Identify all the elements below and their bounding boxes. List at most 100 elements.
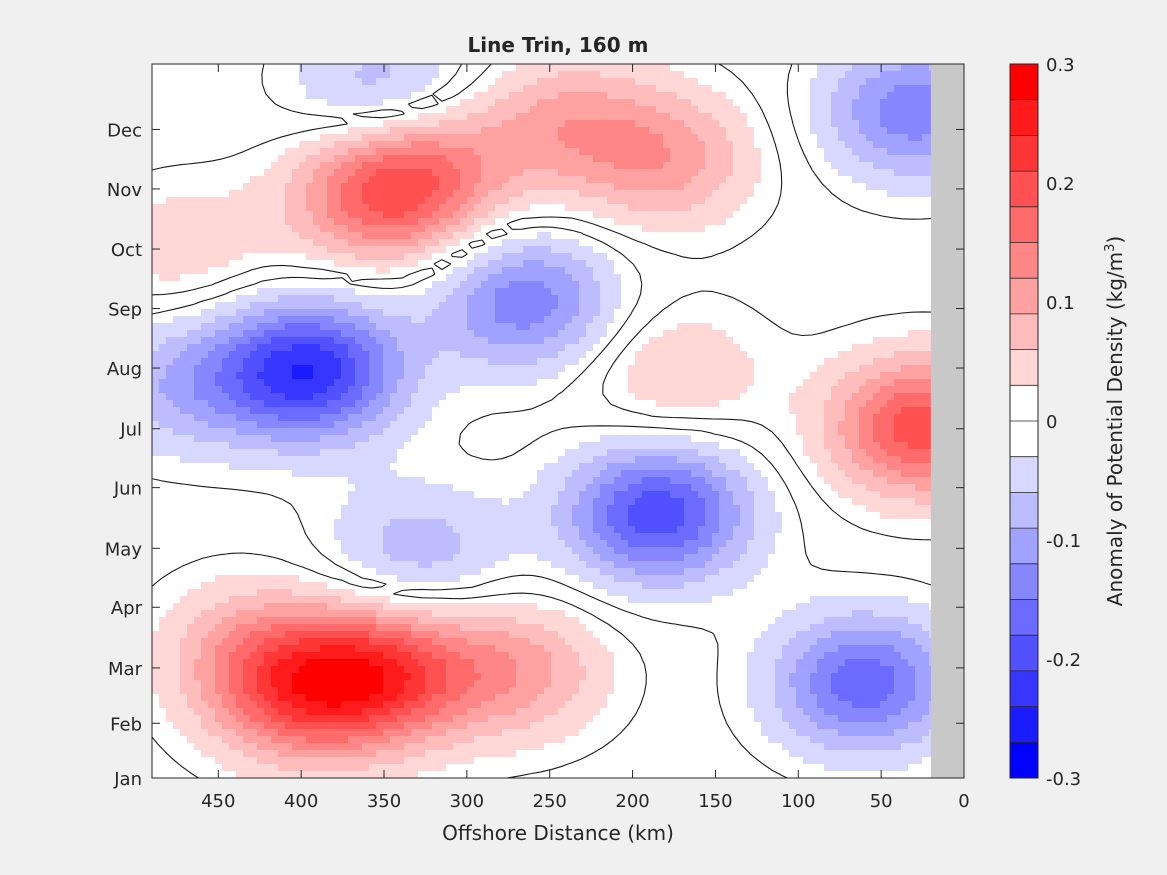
heatmap-cell xyxy=(621,323,629,331)
heatmap-cell xyxy=(565,113,573,121)
heatmap-cell xyxy=(768,337,776,345)
heatmap-cell xyxy=(803,239,811,247)
heatmap-cell xyxy=(320,176,328,184)
heatmap-cell xyxy=(775,295,783,303)
heatmap-cell xyxy=(159,281,167,289)
heatmap-cell xyxy=(915,323,923,331)
heatmap-cell xyxy=(201,337,209,345)
heatmap-cell xyxy=(334,64,342,72)
heatmap-cell xyxy=(649,316,657,324)
heatmap-cell xyxy=(152,267,160,275)
heatmap-cell xyxy=(789,85,797,93)
heatmap-cell xyxy=(488,211,496,219)
heatmap-cell xyxy=(558,113,566,121)
heatmap-cell xyxy=(593,344,601,352)
heatmap-cell xyxy=(880,190,888,198)
heatmap-cell xyxy=(306,99,314,107)
heatmap-cell xyxy=(439,330,447,338)
heatmap-cell xyxy=(215,113,223,121)
heatmap-cell xyxy=(152,274,160,282)
heatmap-cell xyxy=(859,288,867,296)
heatmap-cell xyxy=(824,120,832,128)
heatmap-cell xyxy=(768,218,776,226)
heatmap-cell xyxy=(614,78,622,86)
heatmap-cell xyxy=(901,246,909,254)
heatmap-cell xyxy=(719,344,727,352)
heatmap-cell xyxy=(586,169,594,177)
heatmap-cell xyxy=(593,190,601,198)
heatmap-cell xyxy=(502,302,510,310)
heatmap-cell xyxy=(747,148,755,156)
heatmap-cell xyxy=(194,351,202,359)
heatmap-cell xyxy=(453,330,461,338)
heatmap-cell xyxy=(201,358,209,366)
heatmap-cell xyxy=(194,260,202,268)
heatmap-cell xyxy=(761,267,769,275)
heatmap-cell xyxy=(502,232,510,240)
heatmap-cell xyxy=(320,316,328,324)
heatmap-cell xyxy=(222,309,230,317)
heatmap-cell xyxy=(306,190,314,198)
heatmap-cell xyxy=(887,253,895,261)
heatmap-cell xyxy=(915,169,923,177)
heatmap-cell xyxy=(712,190,720,198)
heatmap-cell xyxy=(698,239,706,247)
heatmap-cell xyxy=(789,302,797,310)
heatmap-cell xyxy=(194,134,202,142)
heatmap-cell xyxy=(250,64,258,72)
heatmap-cell xyxy=(271,288,279,296)
heatmap-cell xyxy=(348,64,356,72)
heatmap-cell xyxy=(264,162,272,170)
heatmap-cell xyxy=(614,344,622,352)
heatmap-cell xyxy=(453,134,461,142)
heatmap-cell xyxy=(572,127,580,135)
heatmap-cell xyxy=(607,169,615,177)
heatmap-cell xyxy=(166,302,174,310)
heatmap-cell xyxy=(495,64,503,72)
heatmap-cell xyxy=(159,288,167,296)
heatmap-cell xyxy=(327,92,335,100)
heatmap-cell xyxy=(663,162,671,170)
heatmap-cell xyxy=(348,253,356,261)
heatmap-cell xyxy=(467,197,475,205)
heatmap-cell xyxy=(838,64,846,72)
heatmap-cell xyxy=(719,127,727,135)
heatmap-cell xyxy=(411,330,419,338)
heatmap-cell xyxy=(642,99,650,107)
heatmap-cell xyxy=(579,162,587,170)
heatmap-cell xyxy=(467,281,475,289)
heatmap-cell xyxy=(355,239,363,247)
heatmap-cell xyxy=(922,162,930,170)
heatmap-cell xyxy=(593,316,601,324)
heatmap-cell xyxy=(285,344,293,352)
heatmap-cell xyxy=(761,309,769,317)
heatmap-cell xyxy=(810,253,818,261)
heatmap-cell xyxy=(530,155,538,163)
heatmap-cell xyxy=(222,281,230,289)
heatmap-cell xyxy=(866,337,874,345)
heatmap-cell xyxy=(796,120,804,128)
heatmap-cell xyxy=(488,106,496,114)
heatmap-cell xyxy=(530,225,538,233)
heatmap-cell xyxy=(775,71,783,79)
heatmap-cell xyxy=(432,330,440,338)
heatmap-cell xyxy=(768,141,776,149)
heatmap-cell xyxy=(208,344,216,352)
heatmap-cell xyxy=(810,85,818,93)
heatmap-cell xyxy=(411,267,419,275)
heatmap-cell xyxy=(159,92,167,100)
heatmap-cell xyxy=(796,330,804,338)
heatmap-cell xyxy=(397,281,405,289)
heatmap-cell xyxy=(488,253,496,261)
heatmap-cell xyxy=(845,330,853,338)
heatmap-cell xyxy=(614,358,622,366)
heatmap-cell xyxy=(677,316,685,324)
heatmap-cell xyxy=(376,253,384,261)
heatmap-cell xyxy=(236,302,244,310)
heatmap-cell xyxy=(831,197,839,205)
heatmap-cell xyxy=(614,246,622,254)
heatmap-cell xyxy=(439,134,447,142)
heatmap-cell xyxy=(488,169,496,177)
heatmap-cell xyxy=(635,183,643,191)
heatmap-cell xyxy=(404,337,412,345)
